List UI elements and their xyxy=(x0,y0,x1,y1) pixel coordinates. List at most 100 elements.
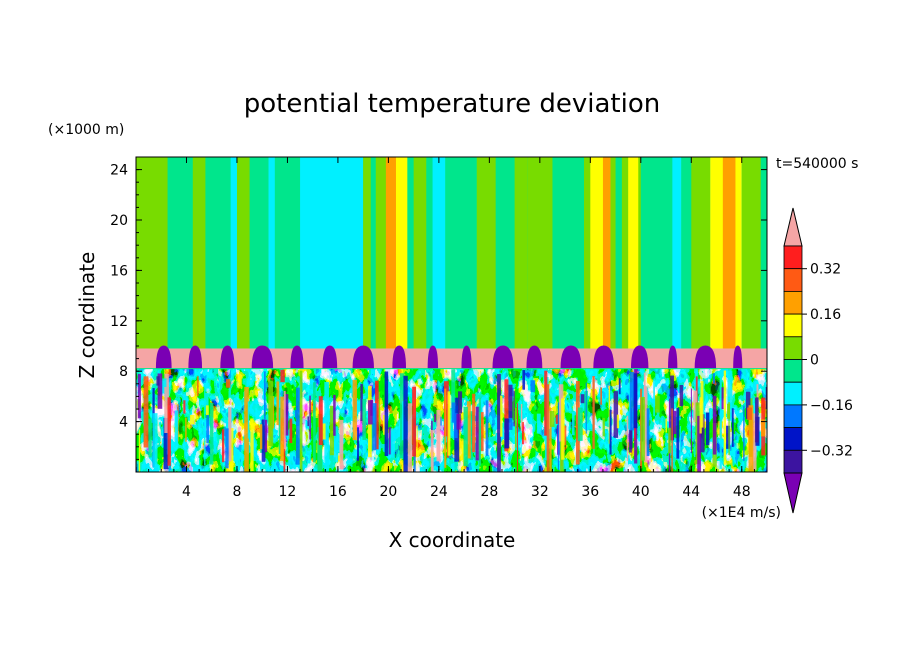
time-label: t=540000 s xyxy=(776,156,858,172)
colorbar-label: 0.32 xyxy=(810,262,841,278)
x-axis-ticks: 4 8 12 16 20 24 28 32 36 40 44 48 xyxy=(135,157,768,500)
lower-field-overlay xyxy=(137,369,767,472)
lower-field-streak xyxy=(504,379,509,452)
inversion-blob xyxy=(593,345,615,369)
lower-field-streak xyxy=(390,428,395,458)
lower-field-streak xyxy=(609,409,612,455)
upper-field-streak xyxy=(691,157,711,349)
lower-field-streak xyxy=(143,376,149,448)
lower-field-streak xyxy=(485,400,489,456)
lower-field-streak xyxy=(439,416,442,426)
y-axis-ticks: 4 8 12 16 20 24 xyxy=(110,156,767,473)
lower-field-streak xyxy=(731,408,734,447)
lower-field-streak xyxy=(629,372,634,431)
lower-field-streak xyxy=(284,394,289,436)
inversion-blob xyxy=(668,345,678,369)
lower-field-streak xyxy=(760,419,766,437)
inversion-blob xyxy=(220,345,235,369)
lower-field-streak xyxy=(456,413,461,430)
colorbar-label: −0.32 xyxy=(810,443,853,459)
inversion-band xyxy=(136,345,767,370)
lower-field-streak xyxy=(561,398,565,460)
lower-field-streak xyxy=(546,384,550,472)
inversion-blob xyxy=(630,345,649,369)
colorbar-segment xyxy=(783,449,803,474)
lower-field-streak xyxy=(643,372,646,404)
lower-field-streak xyxy=(743,405,745,461)
lower-field-streak xyxy=(283,390,286,450)
lower-field-streak xyxy=(299,370,303,472)
lower-field-streak xyxy=(478,412,484,452)
inversion-blob xyxy=(322,345,338,369)
lower-field-streak xyxy=(375,380,379,450)
upper-field-streak xyxy=(527,157,553,349)
upper-field-streak xyxy=(385,157,396,349)
lower-field-streak xyxy=(514,407,517,448)
lower-field-streak xyxy=(205,392,209,414)
lower-field-streak xyxy=(723,370,727,465)
upper-field-streak xyxy=(628,157,639,349)
lower-field-streak xyxy=(671,408,673,472)
lower-field-streak xyxy=(670,375,674,441)
lower-field-streak xyxy=(508,384,513,418)
lower-field-streak xyxy=(268,380,274,446)
lower-field-streak xyxy=(646,408,650,457)
lower-field-streak xyxy=(164,373,169,434)
lower-field-streak xyxy=(719,374,722,469)
upper-field-streak xyxy=(268,157,275,349)
y-tick-label: 12 xyxy=(110,314,128,330)
y-tick-label: 20 xyxy=(110,213,128,229)
lower-field-streak xyxy=(748,405,754,472)
lower-field-streak xyxy=(640,397,645,461)
lower-field-streak xyxy=(407,403,412,472)
lower-field-streak xyxy=(463,406,468,467)
inversion-blob xyxy=(392,345,407,369)
lower-field-streak xyxy=(402,401,404,441)
upper-field-streak xyxy=(514,157,528,349)
lower-field-streak xyxy=(665,419,668,433)
lower-field-streak xyxy=(280,396,284,461)
inversion-blob xyxy=(427,345,439,369)
lower-field-streak xyxy=(697,415,701,472)
colorbar-segment xyxy=(783,245,803,270)
inversion-blob xyxy=(188,345,203,369)
x-tick-label: 28 xyxy=(480,484,498,500)
lower-field-streak xyxy=(294,410,297,419)
colorbar-segment xyxy=(783,336,803,360)
lower-field-streak xyxy=(585,382,587,434)
lower-field-streak xyxy=(608,385,610,444)
y-tick-label: 4 xyxy=(119,415,128,431)
lower-field-streak xyxy=(451,369,456,409)
lower-field-streak xyxy=(500,395,503,437)
lower-field-streak xyxy=(333,426,339,463)
lower-field-streak xyxy=(309,395,311,440)
inversion-blob xyxy=(352,345,374,369)
upper-field-streak xyxy=(413,157,427,349)
x-unit-label: (×1E4 m/s) xyxy=(702,505,781,521)
upper-field-streak xyxy=(136,157,168,349)
lower-field-streak xyxy=(618,378,621,395)
lower-field-streak xyxy=(197,376,199,397)
lower-field-streak xyxy=(726,425,731,449)
colorbar-segment xyxy=(783,427,803,451)
upper-field xyxy=(136,157,767,349)
lower-field-streak xyxy=(520,408,522,458)
lower-field-streak xyxy=(205,405,209,416)
lower-field-streak xyxy=(152,413,158,468)
lower-field-streak xyxy=(167,397,171,466)
lower-field-streak xyxy=(475,406,481,461)
lower-field-streak xyxy=(295,387,300,465)
inversion-blob xyxy=(526,345,543,369)
x-tick-label: 40 xyxy=(632,484,650,500)
lower-field-streak xyxy=(163,418,169,470)
lower-field-streak xyxy=(466,401,471,459)
lower-field-streak xyxy=(368,400,373,425)
x-tick-label: 24 xyxy=(430,484,448,500)
lower-field-streak xyxy=(728,402,730,456)
x-tick-label: 48 xyxy=(733,484,751,500)
lower-field-streak xyxy=(478,397,482,466)
lower-field-streak xyxy=(372,403,377,451)
colorbar-segment xyxy=(783,313,803,338)
lower-field-streak xyxy=(747,407,752,420)
